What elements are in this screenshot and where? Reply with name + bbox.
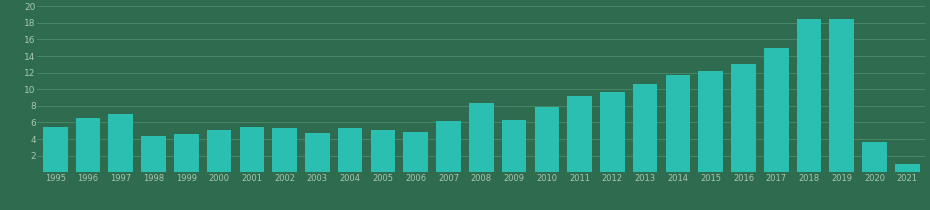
- Bar: [600, 92, 625, 172]
- Bar: [174, 134, 199, 172]
- Bar: [731, 64, 756, 172]
- Bar: [895, 164, 920, 172]
- Bar: [43, 127, 68, 172]
- Bar: [567, 96, 591, 172]
- Bar: [206, 130, 232, 172]
- Bar: [862, 142, 887, 172]
- Bar: [502, 120, 526, 172]
- Bar: [632, 84, 658, 172]
- Bar: [797, 19, 821, 172]
- Bar: [240, 127, 264, 172]
- Bar: [272, 128, 297, 172]
- Bar: [436, 121, 460, 172]
- Bar: [666, 75, 690, 172]
- Bar: [109, 114, 133, 172]
- Bar: [75, 118, 100, 172]
- Bar: [469, 103, 494, 172]
- Bar: [371, 130, 395, 172]
- Bar: [698, 71, 723, 172]
- Bar: [535, 107, 559, 172]
- Bar: [305, 133, 330, 172]
- Bar: [764, 48, 789, 172]
- Bar: [404, 131, 428, 172]
- Bar: [338, 128, 363, 172]
- Bar: [830, 19, 854, 172]
- Bar: [141, 136, 166, 172]
